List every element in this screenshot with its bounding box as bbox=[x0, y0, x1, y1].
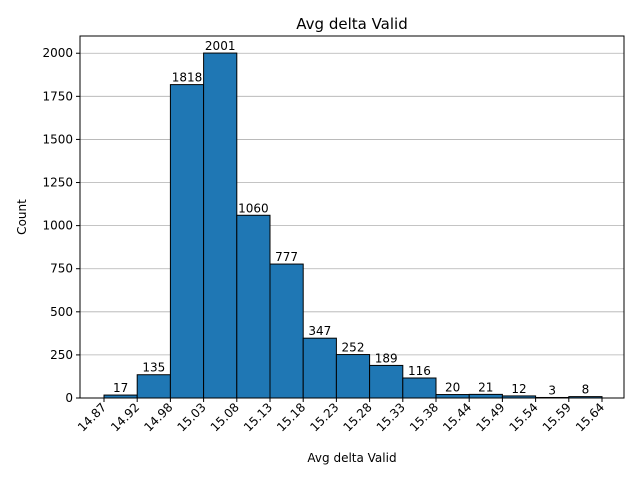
bar-2 bbox=[169, 84, 205, 399]
bar-4 bbox=[236, 214, 271, 399]
bar-value-label: 12 bbox=[511, 382, 526, 396]
bar-value-label: 135 bbox=[142, 361, 165, 375]
x-tick-label: 15.23 bbox=[307, 400, 341, 434]
x-tick-label: 15.18 bbox=[274, 400, 308, 434]
bars bbox=[103, 52, 603, 399]
x-tick-label: 15.08 bbox=[208, 400, 242, 434]
bar-7 bbox=[335, 354, 371, 399]
bar-value-label: 8 bbox=[582, 383, 590, 397]
x-tick-label: 15.13 bbox=[241, 400, 275, 434]
bar-value-label: 777 bbox=[275, 250, 298, 264]
bar-value-label: 3 bbox=[548, 383, 556, 397]
bar-value-label: 2001 bbox=[205, 39, 236, 53]
bar-9 bbox=[402, 377, 437, 399]
y-tick-label: 250 bbox=[50, 348, 73, 362]
y-tick-label: 1500 bbox=[42, 132, 73, 146]
x-axis-label: Avg delta Valid bbox=[307, 451, 396, 465]
x-tick-label: 15.54 bbox=[507, 400, 541, 434]
bar-value-label: 1060 bbox=[238, 201, 269, 215]
y-tick-label: 1750 bbox=[42, 89, 73, 103]
y-tick-label: 1250 bbox=[42, 176, 73, 190]
x-tick-label: 14.87 bbox=[75, 400, 109, 434]
y-tick-label: 2000 bbox=[42, 46, 73, 60]
x-tick-label: 15.38 bbox=[407, 400, 441, 434]
plot-frame bbox=[79, 35, 625, 399]
x-tick-label: 15.28 bbox=[341, 400, 375, 434]
bar-5 bbox=[269, 263, 304, 399]
bar-8 bbox=[369, 364, 404, 399]
bar-10 bbox=[435, 394, 470, 399]
bar-value-label: 252 bbox=[342, 341, 365, 355]
x-tick-label: 15.59 bbox=[540, 400, 574, 434]
chart-title: Avg delta Valid bbox=[296, 15, 407, 33]
y-axis-ticks: 0 250 500 750 1000 1250 1500 1750 2000 bbox=[42, 46, 80, 405]
y-tick-label: 750 bbox=[50, 262, 73, 276]
bar-value-label: 17 bbox=[113, 381, 128, 395]
y-tick-label: 0 bbox=[65, 391, 73, 405]
x-tick-label: 15.33 bbox=[374, 400, 408, 434]
x-tick-label: 15.64 bbox=[573, 400, 607, 434]
bar-3 bbox=[203, 52, 238, 399]
bar-value-label: 20 bbox=[445, 381, 460, 395]
bar-6 bbox=[302, 337, 337, 399]
y-tick-label: 500 bbox=[50, 305, 73, 319]
x-axis-ticks: 14.87 14.92 14.98 15.03 15.08 15.13 15.18 15.23… bbox=[75, 398, 607, 434]
bar-value-label: 116 bbox=[408, 364, 431, 378]
x-tick-label: 15.44 bbox=[440, 400, 474, 434]
bar-labels: 17 135 1818 2001 1060 777 347 252 189 116 20 21 12 3 8 bbox=[113, 39, 589, 397]
bar-value-label: 21 bbox=[478, 380, 493, 394]
x-tick-label: 14.92 bbox=[108, 400, 142, 434]
x-tick-label: 15.03 bbox=[175, 400, 209, 434]
bar-11 bbox=[468, 393, 503, 399]
bar-value-label: 1818 bbox=[172, 71, 203, 85]
x-tick-label: 14.98 bbox=[141, 400, 175, 434]
y-axis-label: Count bbox=[15, 199, 29, 235]
bar-value-label: 347 bbox=[308, 324, 331, 338]
x-tick-label: 15.49 bbox=[473, 400, 507, 434]
y-tick-label: 1000 bbox=[42, 219, 73, 233]
bar-1 bbox=[136, 374, 171, 399]
bar-value-label: 189 bbox=[375, 351, 398, 365]
